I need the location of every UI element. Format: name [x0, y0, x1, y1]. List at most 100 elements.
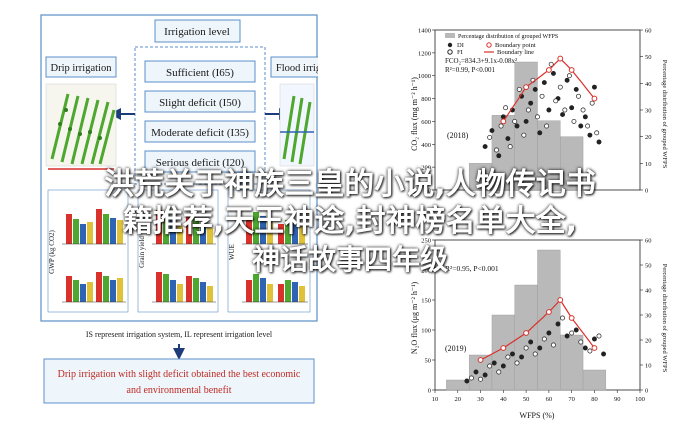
di-point	[573, 327, 579, 333]
co2-yticks: 0 200 400 600 800 1000 1200 1400	[418, 28, 435, 195]
x-tick-label: 90	[614, 396, 621, 403]
y-right-tick-label: 50	[645, 54, 652, 61]
x-tick-label: 10	[432, 396, 439, 403]
di-point	[537, 130, 543, 136]
y-tick-label: 400	[421, 142, 431, 149]
boundary-point	[568, 67, 575, 73]
fi-point	[468, 375, 474, 381]
di-point	[550, 70, 556, 76]
di-point	[491, 360, 497, 366]
boundary-point	[591, 95, 598, 102]
legend-bl-label: Boundary line	[497, 49, 534, 56]
di-point	[546, 107, 552, 113]
overlay-line3: 神话故事四年级	[251, 243, 448, 276]
y-tick-label: 1000	[418, 73, 431, 80]
drip-irrigation-box	[45, 56, 117, 78]
co2-ylabel-right: Percentage distribution of grouped WFPS	[661, 60, 668, 169]
y-right-tick-label: 30	[645, 108, 652, 115]
co2-equation: FCO₂=834.3+9.1x-0.08x²	[445, 57, 517, 65]
di-point	[596, 139, 602, 145]
y-tick-label: 150	[421, 298, 431, 305]
n2o-r2: R²=0.95, P<0.001	[445, 264, 499, 273]
x-tick-label: 80	[591, 396, 598, 403]
boundary-point	[568, 315, 575, 321]
wue-bars	[246, 212, 305, 302]
boundary-point	[557, 297, 564, 303]
gwp-bars	[66, 209, 123, 302]
histogram-bar	[514, 284, 538, 391]
fi-point	[516, 86, 522, 92]
level-box-sufficient	[144, 60, 256, 83]
conclusion-line1: Drip irrigation with slight deficit obta…	[58, 369, 301, 380]
boundary-point	[523, 84, 530, 91]
level-box-serious	[144, 150, 256, 173]
di-point	[505, 136, 511, 142]
fi-point	[550, 342, 556, 348]
legend-bp-label: Boundary point	[495, 42, 536, 49]
yield-panel: Grain yield	[137, 189, 219, 313]
boundary-point	[545, 309, 552, 315]
histogram-bar	[582, 369, 607, 391]
irrigation-level-box	[154, 19, 241, 43]
di-point	[569, 105, 575, 111]
fi-point	[560, 315, 566, 321]
y-tick-label: 1200	[418, 50, 431, 57]
y-right-tick-label: 0	[645, 388, 648, 395]
di-point	[564, 333, 570, 339]
y-tick-label: 200	[421, 268, 431, 275]
n2o-xticks: 10 20 30 40 50 60 70 80 90 100	[432, 390, 645, 403]
di-point	[532, 86, 538, 92]
n2o-yticks-right: 0 10 20 30 40 50 60	[640, 238, 652, 395]
yield-bars	[156, 210, 213, 302]
fi-point	[494, 147, 499, 153]
di-point	[564, 77, 570, 83]
boundary-point	[591, 345, 598, 351]
di-point	[591, 336, 597, 342]
fi-point	[487, 363, 493, 369]
co2-panel: CO₂ flux (mg m⁻² h⁻¹) Percentage distrib…	[410, 28, 668, 195]
y-tick-label: 200	[421, 165, 431, 172]
wue-panel-title: WUE	[228, 244, 236, 260]
di-point	[509, 351, 515, 357]
co2-yticks-right: 0 10 20 30 40 50 60	[640, 28, 652, 195]
y-right-tick-label: 10	[645, 363, 652, 370]
level-serious: Serious deficit (I20)	[156, 157, 245, 169]
di-point	[555, 321, 561, 327]
level-box-moderate	[144, 120, 256, 143]
y-right-tick-label: 20	[645, 134, 652, 141]
di-point	[528, 100, 534, 106]
y-tick-label: 250	[421, 238, 431, 245]
fi-point	[514, 360, 520, 366]
di-point	[523, 118, 529, 124]
drip-irrigation-label: Drip irrigation	[51, 63, 113, 74]
di-point	[560, 112, 566, 118]
di-point	[582, 345, 588, 351]
boundary-point	[523, 330, 530, 336]
fi-point	[498, 123, 504, 129]
co2-histogram	[468, 61, 584, 191]
di-point	[464, 378, 470, 384]
fi-point	[507, 144, 513, 150]
fi-point	[569, 330, 575, 336]
fi-point	[521, 132, 527, 138]
histogram-bar	[560, 136, 584, 191]
fi-point	[585, 123, 591, 129]
n2o-year: (2019)	[445, 344, 467, 353]
x-tick-label: 60	[546, 396, 553, 403]
n2o-ylabel: N₂O flux (μg m⁻² h⁻¹)	[410, 282, 419, 355]
boundary-point	[545, 67, 552, 73]
wue-panel: WUE	[227, 189, 311, 313]
y-tick-label: 600	[421, 119, 431, 126]
boundary-point	[500, 345, 507, 351]
n2o-panel: N₂O flux (μg m⁻² h⁻¹) Percentage distrib…	[410, 238, 668, 421]
histogram-bar	[537, 249, 561, 391]
y-right-tick-label: 40	[645, 81, 652, 88]
co2-r2: R²=0.99, P<0.001	[445, 66, 496, 74]
di-point	[601, 351, 607, 357]
fi-point	[596, 333, 602, 339]
legend-di-marker	[447, 42, 453, 48]
legend-bar-swatch	[445, 33, 455, 38]
legend-fi-label: FI	[457, 49, 463, 56]
n2o-ylabel-right: Percentage distribution of grouped WFPS	[661, 264, 668, 373]
level-boxes: Sufficient (I65) Slight deficit (I50) Mo…	[144, 60, 256, 173]
